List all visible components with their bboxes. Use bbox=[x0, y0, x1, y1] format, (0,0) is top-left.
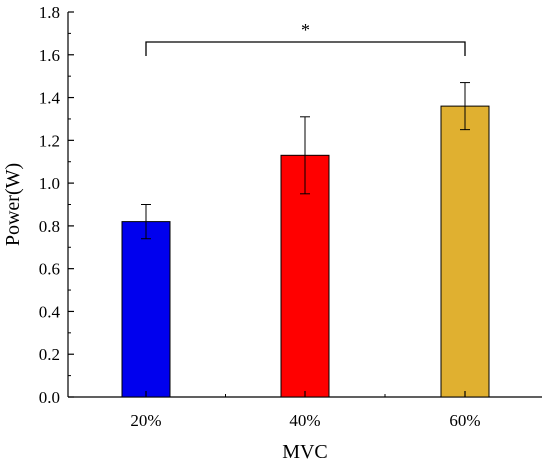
bar bbox=[280, 154, 330, 398]
y-tick-label: 0.0 bbox=[39, 388, 60, 407]
y-tick-label: 1.4 bbox=[39, 89, 61, 108]
y-tick-label: 0.4 bbox=[39, 302, 61, 321]
bar bbox=[440, 105, 490, 398]
y-tick-label: 1.8 bbox=[39, 3, 60, 22]
x-axis-title: MVC bbox=[282, 441, 328, 463]
error-bars bbox=[141, 82, 470, 240]
y-tick-label: 1.0 bbox=[39, 174, 60, 193]
bar bbox=[121, 221, 171, 398]
significance-bracket-line bbox=[145, 41, 466, 56]
significance-label: * bbox=[301, 20, 310, 40]
x-tick-label: 20% bbox=[130, 411, 161, 430]
x-ticks: 20% 40% 60% bbox=[130, 391, 481, 430]
significance-bracket: * bbox=[145, 20, 466, 56]
y-tick-label: 1.6 bbox=[39, 46, 60, 65]
y-axis-title: Power(W) bbox=[2, 163, 24, 246]
x-tick-label: 60% bbox=[449, 411, 480, 430]
x-tick-label: 40% bbox=[289, 411, 320, 430]
bars bbox=[121, 105, 490, 398]
y-tick-label: 0.2 bbox=[39, 345, 60, 364]
y-tick-label: 0.8 bbox=[39, 217, 60, 236]
y-tick-label: 1.2 bbox=[39, 131, 60, 150]
y-tick-label: 0.6 bbox=[39, 260, 60, 279]
y-ticks: 0.0 0.2 0.4 0.6 0.8 1.0 1.2 1.4 1.6 1.8 bbox=[39, 3, 74, 407]
